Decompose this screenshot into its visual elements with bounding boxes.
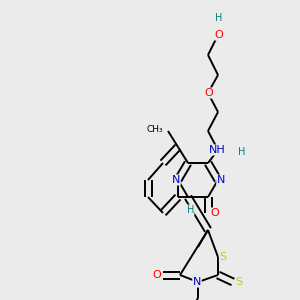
Text: H: H: [238, 147, 245, 157]
Text: O: O: [211, 208, 219, 218]
Text: S: S: [219, 252, 226, 262]
Text: N: N: [172, 175, 180, 185]
Text: O: O: [214, 30, 224, 40]
Text: CH₃: CH₃: [146, 124, 163, 134]
Text: O: O: [153, 270, 161, 280]
Text: H: H: [214, 13, 222, 23]
Text: NH: NH: [208, 145, 225, 155]
Text: O: O: [205, 88, 213, 98]
Text: S: S: [236, 277, 243, 287]
Text: N: N: [193, 277, 201, 287]
Text: H: H: [187, 205, 194, 215]
Text: N: N: [217, 175, 225, 185]
